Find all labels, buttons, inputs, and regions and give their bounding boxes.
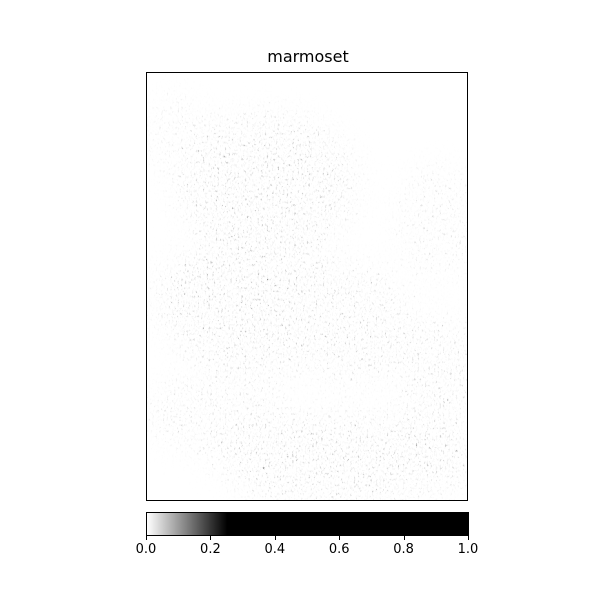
chart-title: marmoset <box>267 47 349 66</box>
colorbar-tick-label: 0.6 <box>328 542 350 557</box>
colorbar-tick-mark <box>146 536 147 540</box>
heatmap-axes <box>146 72 468 501</box>
colorbar-tick-mark <box>339 536 341 540</box>
colorbar-tick-label: 0.2 <box>200 542 221 557</box>
colorbar <box>146 512 469 536</box>
colorbar-tick-label: 0.8 <box>393 542 414 557</box>
colorbar-tick-mark <box>403 536 405 540</box>
colorbar-tick-mark <box>210 536 212 540</box>
colorbar-tick-label: 0.0 <box>135 542 157 557</box>
colorbar-tick-label: 0.4 <box>264 542 286 557</box>
colorbar-tick-label: 1.0 <box>457 542 479 557</box>
heatmap-image <box>147 73 467 500</box>
colorbar-tick-mark <box>274 536 276 540</box>
colorbar-tick-mark <box>468 536 469 540</box>
